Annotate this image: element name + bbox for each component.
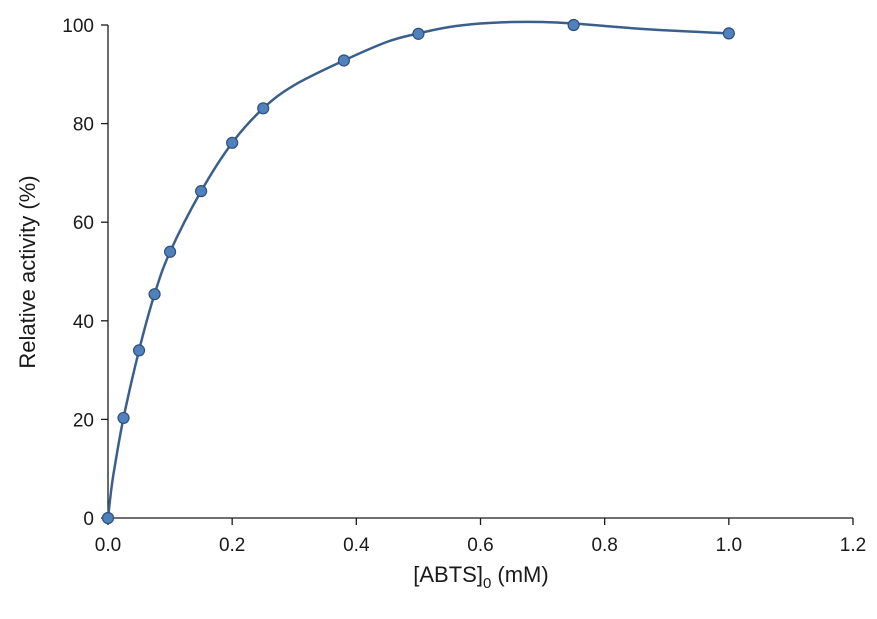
data-point [117, 411, 130, 425]
data-point [257, 102, 270, 115]
x-tick-label: 1.2 [840, 535, 866, 556]
y-tick-label: 0 [83, 509, 94, 530]
x-axis-ticks: 0.0 0.2 0.4 0.6 0.8 1.0 1.2 [95, 518, 866, 556]
x-tick-label: 1.0 [716, 535, 742, 556]
x-axis-title-subscript: 0 [483, 575, 491, 592]
axes [107, 25, 853, 519]
y-tick-label: 100 [62, 16, 94, 37]
fit-curve [106, 20, 729, 519]
x-tick-label: 0.4 [343, 535, 370, 556]
data-point [148, 288, 161, 301]
data-point [337, 54, 351, 67]
data-point [163, 245, 177, 258]
y-tick-label: 20 [73, 410, 94, 431]
data-point [567, 18, 580, 32]
data-point [132, 344, 146, 357]
x-axis-title-suffix: (mM) [491, 562, 548, 587]
data-point [412, 27, 425, 40]
y-tick-label: 60 [73, 213, 94, 234]
y-tick-label: 40 [73, 312, 94, 333]
y-axis-title: Relative activity (%) [15, 175, 40, 368]
x-axis-title: [ABTS]0 (mM) [413, 562, 548, 592]
y-axis-ticks: 0 20 40 60 80 100 [62, 16, 108, 530]
x-axis-title-main: [ABTS] [413, 562, 483, 587]
x-tick-label: 0.0 [95, 535, 121, 556]
y-tick-label: 80 [73, 115, 94, 136]
x-tick-label: 0.2 [219, 535, 245, 556]
data-point [226, 136, 239, 149]
data-point [722, 27, 735, 40]
data-points [101, 18, 735, 525]
data-point [101, 511, 115, 525]
x-tick-label: 0.6 [467, 535, 493, 556]
x-tick-label: 0.8 [591, 535, 617, 556]
data-point [195, 185, 208, 198]
